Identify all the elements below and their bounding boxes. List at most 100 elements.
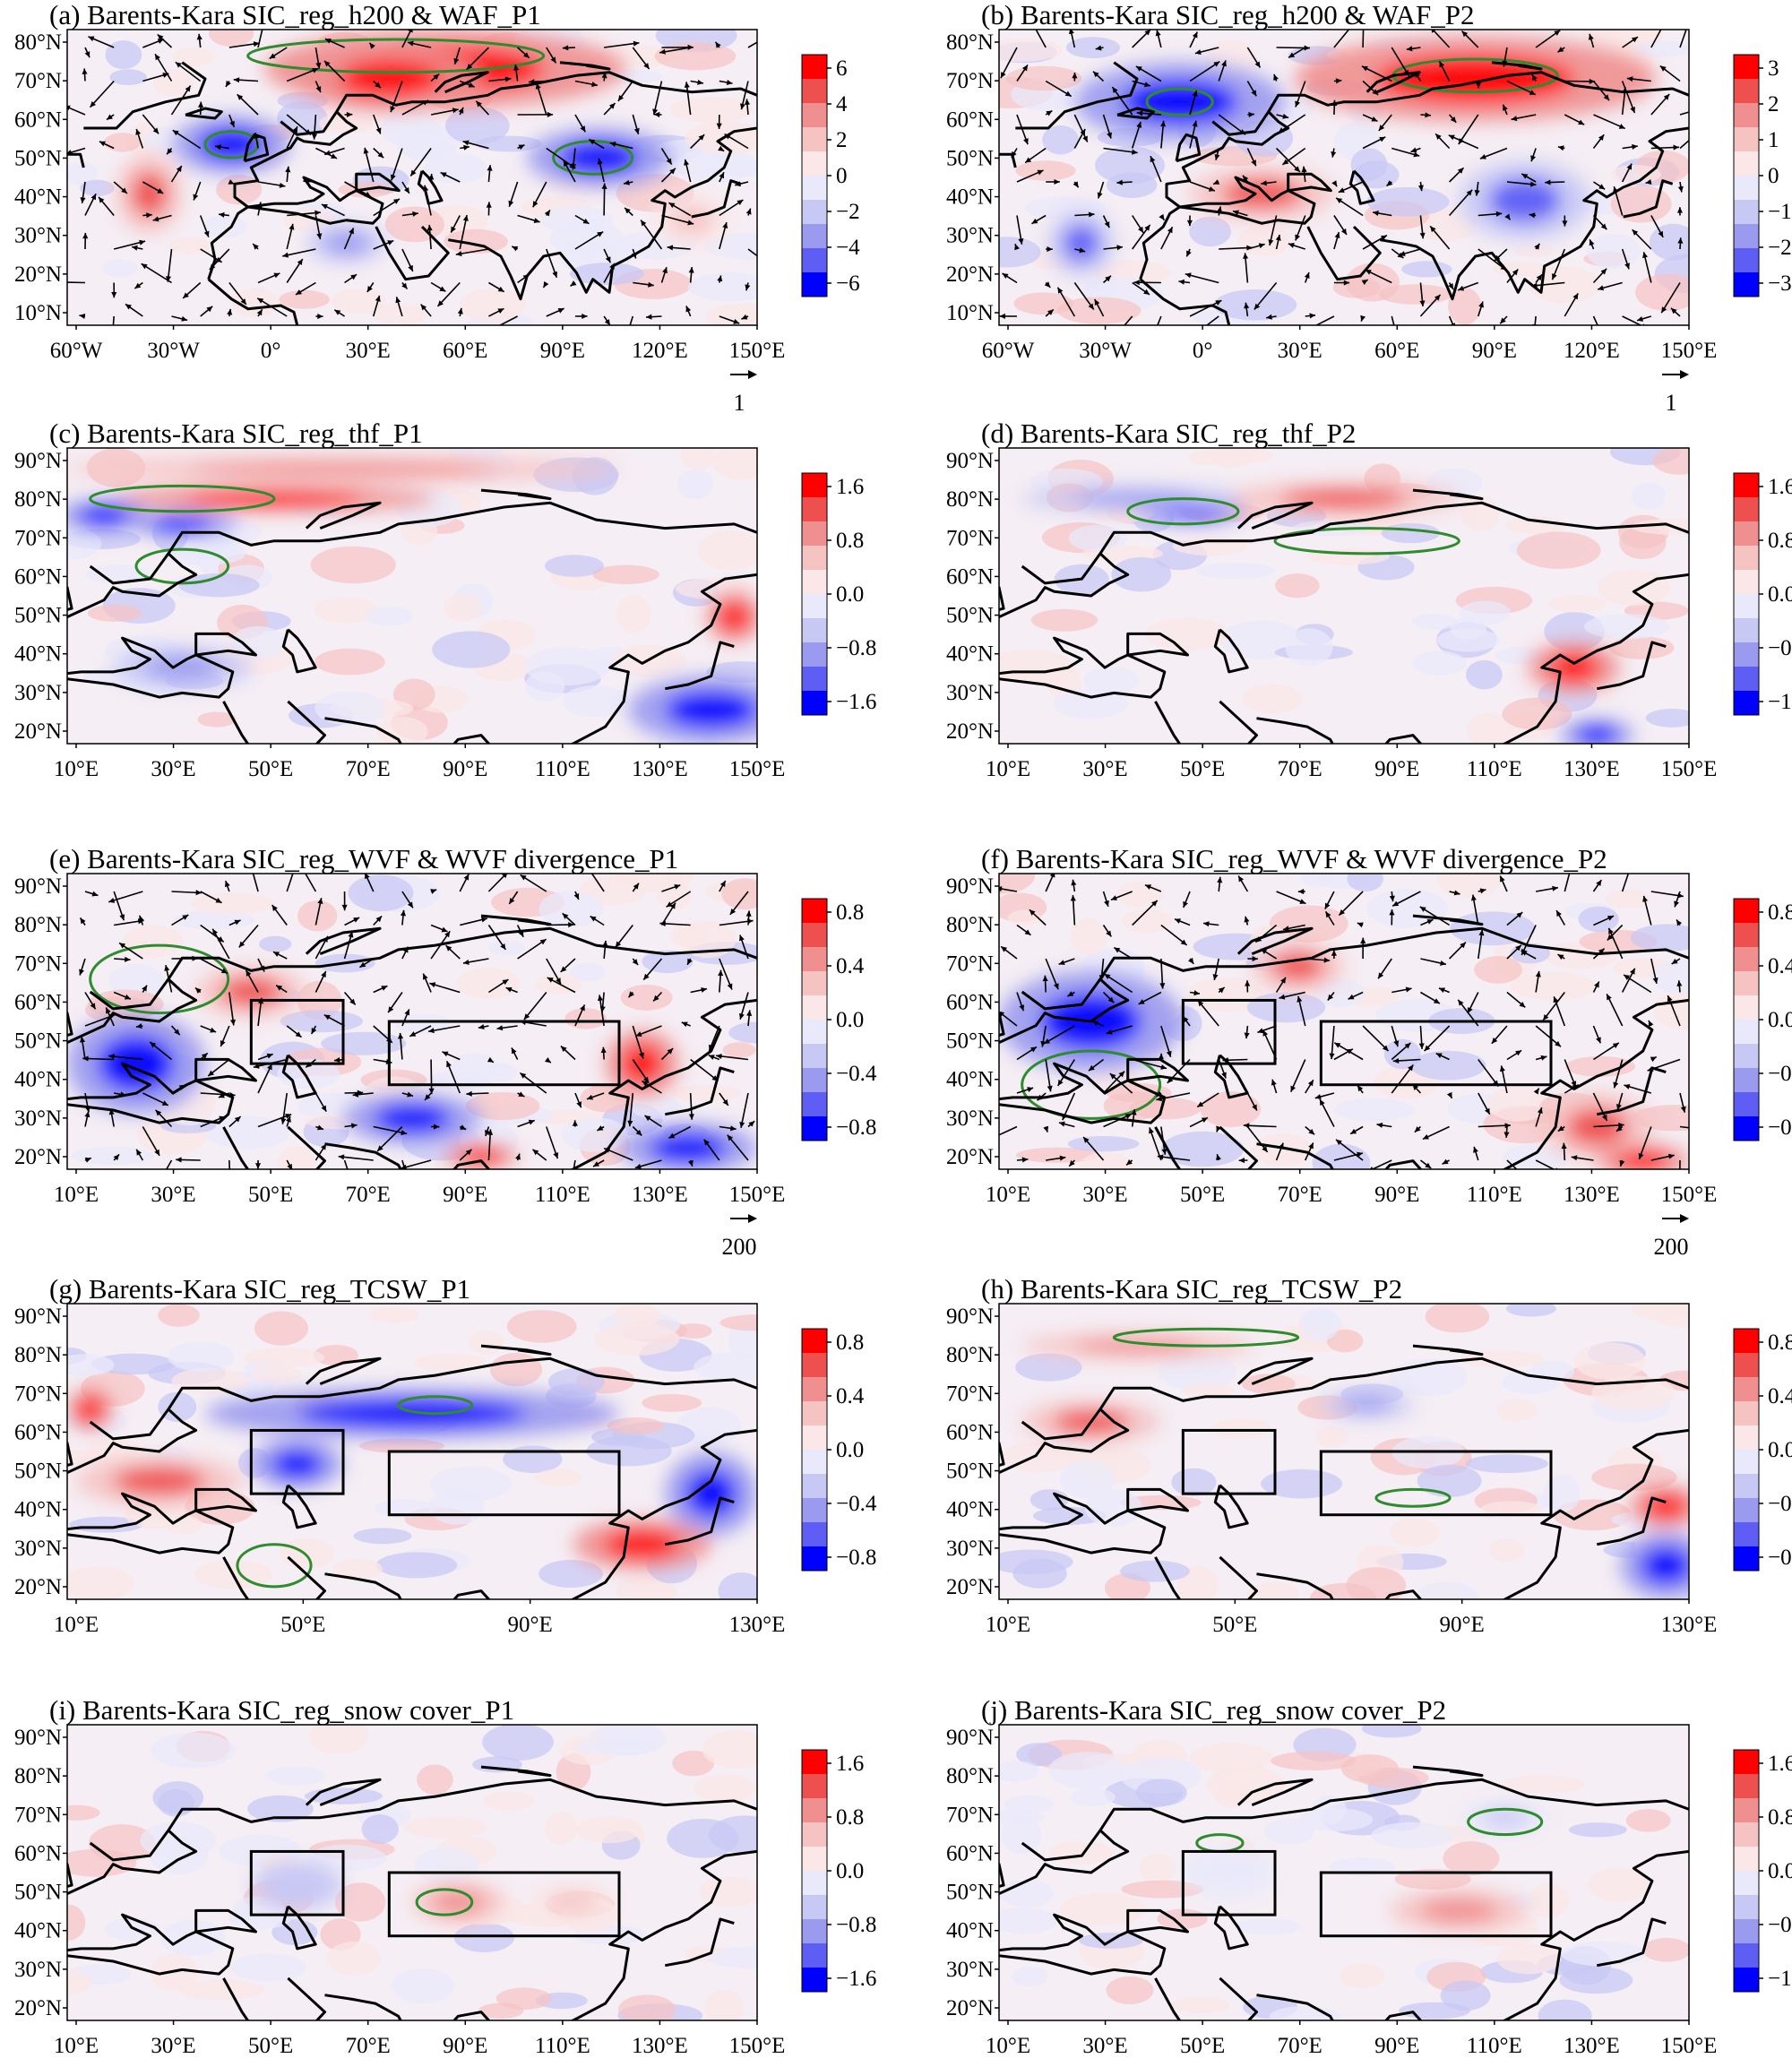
anomaly-core: [650, 1133, 727, 1162]
flux-vector-head: [684, 159, 690, 166]
anomaly-speckle: [158, 1391, 197, 1422]
flux-vector: [1156, 1092, 1191, 1101]
coastline: [89, 926, 757, 1011]
flux-vector-head: [1252, 1104, 1257, 1111]
flux-vector-head: [377, 1145, 383, 1151]
anomaly-core: [665, 691, 757, 729]
flux-vector-head: [590, 916, 597, 922]
flux-vector-head: [321, 204, 328, 210]
flux-vector-head: [1251, 90, 1257, 97]
flux-vector-head: [193, 194, 199, 201]
anomaly-speckle: [592, 564, 659, 584]
x-tick-label: 110°E: [1467, 1183, 1522, 1207]
anomaly-speckle: [999, 1907, 1057, 1934]
flux-vector: [211, 928, 230, 960]
colorbar-tick-label: −0.8: [1768, 1913, 1792, 1937]
flux-vector-head: [1446, 1091, 1452, 1098]
flux-vector-head: [1157, 1154, 1164, 1160]
colorbar-swatch: [802, 1798, 827, 1823]
flux-vector-head: [142, 985, 147, 992]
anomaly-core: [191, 461, 495, 477]
flux-vector-head: [218, 1092, 225, 1098]
x-tick-label: 30°E: [151, 1183, 195, 1207]
anomaly-speckle: [1412, 650, 1467, 676]
coastline: [999, 636, 1167, 699]
flux-vector-head: [366, 286, 373, 292]
flux-vector-head: [176, 166, 182, 172]
flux-vector-head: [1159, 983, 1166, 989]
flux-vector-head: [1058, 1121, 1065, 1127]
significance-contour: [397, 1395, 474, 1416]
flux-vector-head: [434, 1124, 440, 1130]
anomaly-core: [461, 1150, 502, 1164]
anomaly-speckle: [168, 1341, 235, 1372]
flux-vector-head: [1037, 1094, 1044, 1101]
x-tick-label: 10°E: [986, 757, 1030, 781]
flux-vector-head: [745, 910, 752, 917]
flux-vector-head: [1376, 1122, 1383, 1128]
flux-vector-head: [108, 897, 116, 903]
flux-vector: [1157, 315, 1162, 325]
y-tick-label: 30°N: [946, 1958, 994, 1982]
flux-vector-head: [1019, 1004, 1025, 1012]
flux-vector: [1132, 1058, 1167, 1070]
y-tick-label: 60°N: [946, 564, 994, 589]
flux-vector-head: [403, 186, 409, 194]
flux-vector-head: [1222, 1057, 1228, 1064]
colorbar-swatch: [1734, 1919, 1759, 1944]
colorbar-swatch: [802, 1847, 827, 1872]
x-tick-label: 70°E: [346, 757, 391, 781]
y-tick-label: 80°N: [14, 913, 62, 937]
flux-vector-head: [512, 245, 519, 252]
y-tick-label: 70°N: [14, 1382, 62, 1406]
anomaly-speckle: [540, 206, 613, 234]
anomaly-speckle: [348, 874, 414, 912]
flux-vector-head: [621, 343, 626, 349]
flux-vector-head: [1331, 151, 1337, 158]
flux-vector-head: [331, 153, 338, 159]
anomaly-speckle: [428, 1466, 513, 1502]
coastline: [1213, 1905, 1249, 1951]
flux-vector-head: [1680, 1106, 1686, 1113]
flux-vector-head: [206, 306, 213, 313]
colorbar-swatch: [802, 618, 827, 643]
flux-vector-head: [390, 174, 396, 181]
flux-vector-head: [228, 179, 235, 185]
flux-vector: [747, 41, 757, 48]
colorbar-swatch: [802, 691, 827, 716]
flux-vector-head: [1426, 919, 1434, 925]
flux-vector-head: [562, 913, 569, 919]
flux-vector-head: [1018, 237, 1024, 245]
colorbar-swatch: [802, 1329, 827, 1354]
flux-vector-head: [523, 1013, 530, 1021]
flux-vector-head: [1676, 919, 1683, 926]
flux-vector-head: [289, 223, 295, 230]
map-frame: [66, 447, 758, 745]
flux-vector-head: [269, 53, 276, 59]
flux-vector-head: [369, 42, 375, 49]
coastlines: [67, 488, 757, 744]
flux-vector-head: [1095, 45, 1102, 51]
flux-vector-head: [646, 314, 652, 320]
flux-vector-head: [1071, 879, 1077, 886]
flux-vector-head: [425, 1094, 431, 1101]
flux-vector-head: [1107, 132, 1112, 139]
x-tick-label: 150°E: [729, 2034, 786, 2058]
flux-vector-head: [1404, 1043, 1411, 1049]
flux-vector-head: [1578, 119, 1585, 125]
flux-vector-head: [90, 194, 97, 201]
flux-vector-head: [687, 44, 694, 50]
anomaly-speckle: [1111, 556, 1172, 592]
colorbar-swatch: [802, 176, 827, 201]
flux-vector-head: [744, 99, 751, 106]
anomaly-speckle: [1213, 289, 1297, 321]
flux-vector-head: [1283, 926, 1289, 932]
anomaly-speckle: [1189, 216, 1231, 247]
flux-vector-head: [666, 158, 672, 165]
y-tick-label: 80°N: [14, 1764, 62, 1788]
anomaly-speckle: [1510, 971, 1597, 1001]
anomaly-speckle: [1414, 1581, 1479, 1599]
colorbar-swatch: [802, 1822, 827, 1847]
flux-vector: [200, 1092, 236, 1097]
flux-vector-head: [642, 1081, 649, 1087]
